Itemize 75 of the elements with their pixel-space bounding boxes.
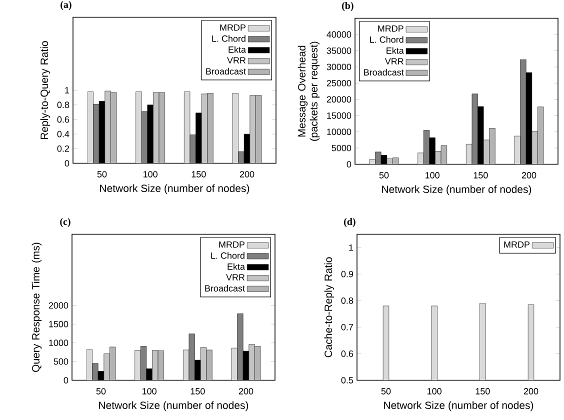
legend-label: MRDP: [219, 241, 245, 248]
y-tick-label: 0.5: [341, 376, 354, 384]
y-tick-label: 40000: [326, 31, 352, 38]
y-tick-label: 0: [64, 160, 70, 166]
y-tick-label: 500: [54, 358, 68, 365]
legend-label: Broadcast: [364, 68, 404, 76]
legend-label: Ekta: [386, 47, 404, 54]
y-tick-label: 0.8: [57, 102, 70, 108]
x-tick-label: 200: [522, 172, 536, 178]
y-tick-label: 0.6: [57, 116, 70, 123]
x-tick-label: 50: [381, 388, 391, 394]
legend-label: MRDP: [504, 241, 530, 248]
legend-label: Broadcast: [206, 68, 246, 74]
x-tick-label: 150: [476, 388, 490, 394]
y-tick-label: 1: [349, 244, 354, 251]
y-tick-label: 0.4: [57, 130, 70, 138]
y-tick-label: 0.6: [341, 350, 354, 357]
legend-label: MRDP: [378, 25, 404, 32]
chart-title: (b): [342, 2, 354, 11]
y-tick-label: 1500: [49, 320, 68, 328]
x-axis-title: Network Size (number of nodes): [100, 184, 250, 194]
chart-title: (c): [60, 218, 70, 227]
legend-label: L. Chord: [370, 36, 404, 43]
y-tick-label: 15000: [327, 112, 352, 119]
y-tick-label: 1: [65, 87, 70, 94]
x-tick-label: 150: [192, 170, 206, 178]
legend-label: VRR: [227, 57, 246, 64]
y-tick-label: 25000: [326, 80, 352, 86]
y-axis-title: Cache-to-Reply Ratio: [324, 257, 334, 358]
bar: [254, 346, 261, 380]
x-tick-label: 100: [428, 388, 442, 394]
bar: [207, 92, 214, 164]
y-tick-label: 30000: [326, 64, 352, 70]
bar: [104, 353, 110, 380]
y-tick-label: 10000: [327, 128, 352, 135]
legend-label: Ekta: [228, 263, 245, 270]
y-tick-label: 5000: [332, 144, 352, 152]
x-tick-label: 100: [144, 170, 158, 178]
x-tick-label: 100: [142, 388, 156, 394]
x-tick-label: 200: [240, 170, 254, 178]
x-axis-title: Network Size (number of nodes): [99, 401, 248, 411]
y-tick-label: 20000: [326, 96, 352, 102]
x-axis-title: Network Size (number of nodes): [384, 401, 534, 411]
y-tick-label: 2000: [48, 302, 68, 308]
x-axis-title: Network Size (number of nodes): [382, 185, 532, 195]
chart-title: (d): [344, 218, 356, 227]
x-tick-label: 200: [524, 388, 538, 394]
x-tick-label: 50: [96, 388, 106, 394]
y-tick-label: 0.9: [341, 270, 354, 278]
y-tick-label: 0: [64, 376, 68, 384]
legend-label: VRR: [384, 58, 404, 64]
x-tick-label: 50: [97, 170, 107, 178]
chart-title: (a): [60, 0, 72, 10]
y-tick-label: 0: [346, 160, 352, 168]
legend-label: Ekta: [228, 46, 246, 53]
bar: [418, 152, 424, 164]
x-tick-label: 100: [426, 172, 440, 178]
y-axis-title: Reply-to-Query Ratio: [40, 41, 50, 139]
y-axis-title: Query Response Time (ms): [32, 242, 42, 372]
legend-label: L. Chord: [212, 35, 246, 42]
x-tick-label: 150: [474, 172, 488, 178]
x-tick-label: 200: [238, 388, 254, 394]
legend-label: VRR: [226, 274, 245, 280]
x-tick-label: 150: [190, 388, 205, 394]
y-axis-title: Message Overhead (packets per request): [298, 42, 320, 141]
legend-label: L. Chord: [211, 252, 244, 259]
y-tick-label: 0.8: [341, 297, 354, 304]
bar: [248, 344, 255, 380]
y-tick-label: 35000: [326, 47, 352, 54]
y-tick-label: 0.7: [341, 324, 354, 330]
y-tick-label: 0.2: [57, 145, 70, 152]
legend-label: Broadcast: [205, 284, 245, 292]
x-tick-label: 50: [379, 172, 389, 178]
legend-label: MRDP: [220, 24, 246, 31]
y-tick-label: 1000: [49, 340, 68, 346]
